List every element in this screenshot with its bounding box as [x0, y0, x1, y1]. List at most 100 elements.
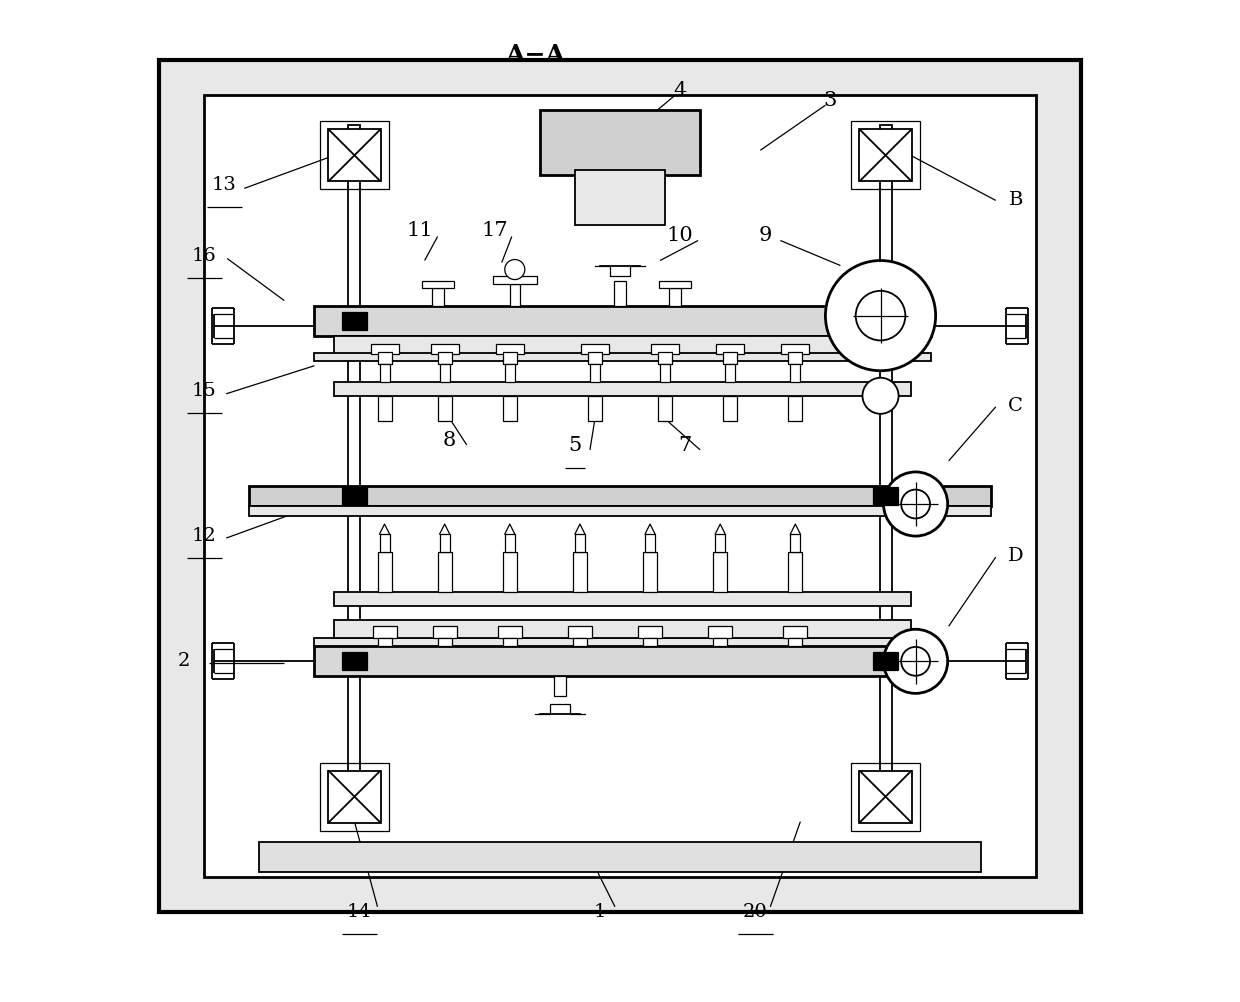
Bar — [658, 352, 672, 364]
Bar — [335, 620, 910, 638]
Bar — [377, 352, 392, 364]
Circle shape — [901, 647, 930, 675]
Bar — [348, 125, 361, 802]
Text: 17: 17 — [481, 221, 508, 239]
Bar — [575, 170, 665, 225]
Bar — [539, 110, 701, 175]
Text: 4: 4 — [673, 81, 687, 99]
Bar — [377, 638, 392, 646]
Bar — [510, 284, 520, 306]
Bar — [342, 487, 367, 505]
Bar — [590, 364, 600, 382]
Bar — [790, 364, 800, 382]
Text: 20: 20 — [743, 903, 768, 921]
Bar — [781, 344, 810, 354]
Bar — [573, 552, 587, 592]
Bar — [713, 638, 727, 646]
Circle shape — [826, 261, 936, 371]
Bar — [335, 592, 910, 606]
Bar — [320, 763, 388, 831]
Bar — [660, 364, 670, 382]
Text: C: C — [1008, 397, 1023, 415]
Bar — [315, 646, 930, 676]
Circle shape — [884, 629, 947, 693]
Bar — [342, 312, 367, 330]
Bar — [580, 344, 609, 354]
Bar — [789, 396, 802, 421]
Bar — [879, 125, 892, 802]
Bar — [379, 534, 389, 552]
Bar — [496, 344, 523, 354]
Bar — [644, 552, 657, 592]
Bar — [502, 552, 517, 592]
Bar — [438, 552, 451, 592]
Circle shape — [505, 260, 525, 280]
Bar — [789, 552, 802, 592]
Bar — [379, 364, 389, 382]
Circle shape — [901, 490, 930, 518]
Bar — [377, 552, 392, 592]
Bar — [329, 771, 381, 823]
Bar — [651, 344, 680, 354]
Bar — [639, 626, 662, 638]
Text: 2: 2 — [179, 652, 190, 670]
Bar — [205, 95, 1035, 877]
Bar — [497, 626, 522, 638]
Bar — [335, 336, 910, 354]
Bar — [784, 626, 807, 638]
Bar — [859, 771, 911, 823]
Bar — [588, 396, 601, 421]
Bar — [433, 626, 456, 638]
Bar — [335, 382, 910, 396]
Text: 1: 1 — [594, 903, 606, 921]
Bar — [505, 364, 515, 382]
Bar — [573, 638, 587, 646]
Bar — [430, 344, 459, 354]
Bar — [159, 60, 1081, 912]
Bar — [723, 352, 738, 364]
Text: 12: 12 — [192, 527, 217, 545]
Bar — [502, 396, 517, 421]
Bar — [320, 121, 388, 189]
Text: 5: 5 — [568, 437, 582, 455]
Bar — [660, 281, 691, 288]
Text: D: D — [1008, 547, 1023, 565]
Bar — [725, 364, 735, 382]
Bar — [249, 506, 991, 516]
Bar — [575, 534, 585, 552]
Bar — [502, 352, 517, 364]
Bar — [614, 281, 626, 306]
Text: 9: 9 — [759, 226, 773, 244]
Bar — [723, 396, 738, 421]
Text: 16: 16 — [192, 246, 217, 265]
Bar — [440, 364, 450, 382]
Bar — [492, 276, 537, 284]
Text: 3: 3 — [823, 91, 837, 109]
Bar — [422, 281, 454, 288]
Bar — [645, 534, 655, 552]
Bar — [713, 552, 727, 592]
Text: 7: 7 — [678, 437, 692, 455]
Bar — [790, 534, 800, 552]
Text: 10: 10 — [667, 226, 693, 244]
Text: 8: 8 — [443, 432, 456, 450]
Circle shape — [856, 291, 905, 341]
Bar — [329, 129, 381, 181]
Bar — [873, 487, 898, 505]
Bar — [568, 626, 591, 638]
Bar — [372, 626, 397, 638]
Text: 14: 14 — [347, 903, 372, 921]
Bar — [377, 396, 392, 421]
Bar — [873, 652, 898, 670]
Bar — [342, 652, 367, 670]
Text: 15: 15 — [192, 382, 217, 400]
Bar — [438, 638, 451, 646]
Bar — [554, 676, 565, 696]
Bar — [371, 344, 398, 354]
Text: 13: 13 — [212, 176, 237, 194]
Bar — [789, 638, 802, 646]
Bar — [715, 534, 725, 552]
Bar — [588, 352, 601, 364]
Text: A−A: A−A — [505, 43, 565, 67]
Bar — [249, 486, 991, 506]
